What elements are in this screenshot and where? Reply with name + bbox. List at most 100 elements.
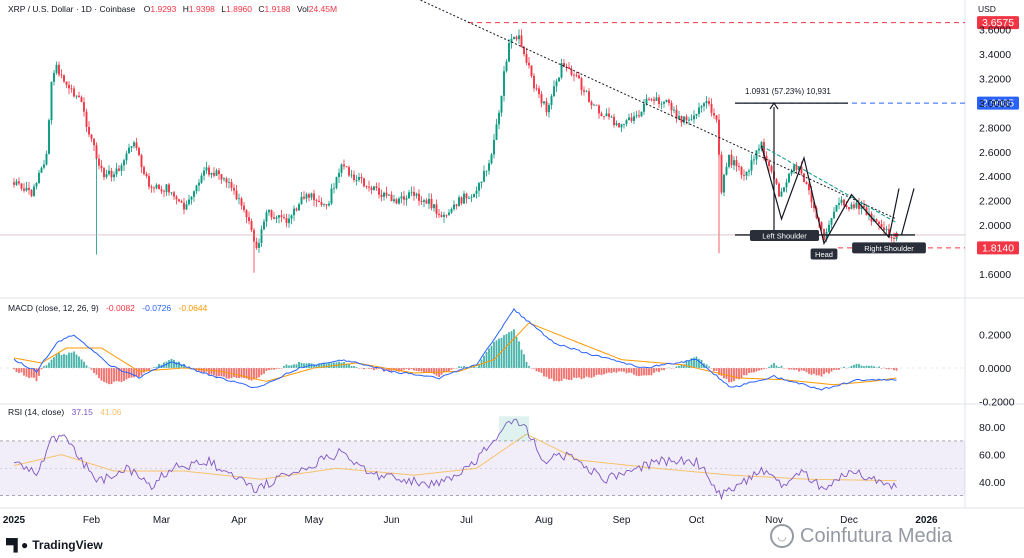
macd-histogram-bar (178, 361, 180, 368)
candle-body (230, 181, 233, 188)
macd-histogram-bar (143, 368, 145, 373)
candle-body (440, 215, 443, 217)
candle-body (688, 119, 690, 121)
macd-histogram-bar (635, 368, 638, 376)
candle-body (548, 104, 550, 113)
candle-body (490, 154, 493, 164)
tradingview-logo[interactable]: ▀▌● TradingView (6, 538, 103, 552)
macd-histogram-bar (103, 368, 105, 382)
macd-histogram-bar (588, 368, 590, 378)
candle-body (450, 209, 453, 213)
candle-body (128, 147, 130, 154)
header-legend: XRP / U.S. Dollar · 1D · Coinbase O1.929… (8, 4, 996, 417)
candle-body (855, 202, 858, 208)
macd-histogram-bar (50, 359, 53, 368)
candle-body (53, 72, 55, 82)
macd-histogram-bar (505, 334, 508, 368)
candle-body (183, 202, 185, 210)
macd-histogram-bar (398, 368, 400, 372)
currency-label: USD (978, 4, 996, 14)
macd-histogram-bar (243, 368, 245, 378)
macd-histogram-bar (638, 368, 640, 377)
macd-histogram-bar (553, 368, 555, 382)
macd-histogram-bar (278, 368, 280, 369)
macd-histogram-bar (233, 368, 235, 378)
macd-tick-label: 0.0000 (979, 363, 1011, 375)
candle-body (790, 171, 793, 174)
candle-body (190, 196, 193, 200)
candle-body (343, 164, 345, 167)
candle-body (783, 187, 785, 192)
macd-histogram-bar (70, 352, 73, 368)
price-panel[interactable] (13, 29, 899, 273)
macd-histogram-bar (415, 368, 418, 371)
candle-body (383, 192, 385, 197)
macd-histogram-bar (718, 368, 720, 375)
candle-body (88, 126, 90, 135)
candle-body (280, 215, 283, 218)
macd-histogram-bar (563, 368, 565, 379)
candle-body (160, 189, 163, 192)
macd-panel[interactable] (0, 308, 965, 391)
price-tick-label: 2.2000 (979, 196, 1011, 208)
macd-histogram-bar (305, 363, 308, 368)
macd-histogram-bar (60, 355, 63, 368)
candle-body (430, 198, 433, 209)
candle-body (728, 154, 730, 167)
candle-body (295, 208, 298, 211)
macd-histogram-bar (493, 341, 495, 368)
macd-histogram-bar (310, 363, 313, 368)
candle-body (488, 163, 490, 171)
candle-body (713, 113, 715, 116)
candle-body (558, 77, 560, 82)
macd-histogram-bar (880, 368, 883, 369)
macd-histogram-bar (798, 368, 800, 372)
macd-histogram-bar (408, 368, 410, 370)
time-tick-label: 2026 (915, 515, 938, 526)
candle-body (300, 196, 303, 205)
candle-body (735, 160, 738, 167)
candle-body (640, 111, 643, 117)
candle-body (273, 217, 275, 219)
candle-body (880, 224, 883, 228)
macd-histogram-bar (833, 368, 835, 370)
candle-body (395, 199, 398, 204)
candle-body (163, 191, 165, 193)
macd-signal-value: -0.0644 (179, 303, 208, 313)
candle-body (648, 98, 650, 100)
candle-body (778, 183, 780, 197)
macd-histogram-bar (870, 365, 873, 368)
candle-body (173, 192, 175, 197)
macd-histogram-bar (763, 368, 765, 370)
candle-body (103, 168, 105, 177)
macd-histogram-bar (750, 368, 753, 373)
candle-body (353, 174, 355, 181)
macd-histogram-bar (225, 368, 228, 379)
low-value: 1.8960 (226, 4, 252, 14)
candle-body (893, 238, 895, 240)
candle-body (355, 180, 358, 181)
candle-body (845, 205, 848, 208)
rsi-panel[interactable] (0, 416, 965, 501)
macd-histogram-bar (413, 368, 415, 371)
candle-body (658, 97, 660, 105)
candle-body (283, 217, 285, 219)
candle-body (263, 221, 265, 230)
candle-body (745, 171, 748, 176)
macd-histogram-bar (123, 368, 125, 381)
macd-histogram-bar (530, 368, 533, 369)
macd-histogram-bar (390, 368, 393, 373)
macd-histogram-bar (418, 368, 420, 372)
candle-body (138, 147, 140, 156)
candle-body (518, 35, 520, 40)
candle-body (813, 202, 815, 209)
macd-histogram-bar (248, 368, 250, 380)
candle-body (483, 171, 485, 182)
candle-body (90, 134, 93, 139)
candle-body (180, 201, 183, 203)
candle-body (470, 197, 473, 199)
macd-histogram-bar (743, 368, 745, 376)
drawings[interactable]: 1.0931 (57.23%) 10,931 Left Shoulder Head R… (0, 0, 965, 260)
candle-body (758, 148, 760, 151)
